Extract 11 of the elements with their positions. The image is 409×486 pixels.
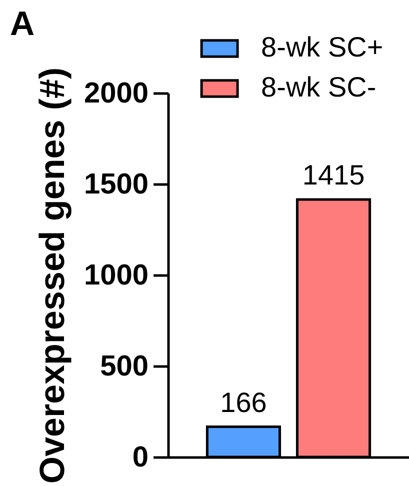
data-label: 166 bbox=[220, 386, 267, 418]
data-label: 1415 bbox=[302, 159, 365, 190]
y-tick-label: 1500 bbox=[84, 168, 148, 200]
legend-label: 8-wk SC- bbox=[261, 72, 376, 102]
chart-title: A bbox=[10, 5, 35, 43]
y-tick-label: 0 bbox=[132, 442, 148, 474]
y-tick-label: 2000 bbox=[84, 78, 148, 110]
y-tick-label: 1000 bbox=[84, 260, 148, 292]
y-axis-title: Overexpressed genes (#) bbox=[32, 67, 72, 484]
y-tick-label: 500 bbox=[100, 350, 148, 382]
legend-label: 8-wk SC+ bbox=[261, 32, 384, 62]
